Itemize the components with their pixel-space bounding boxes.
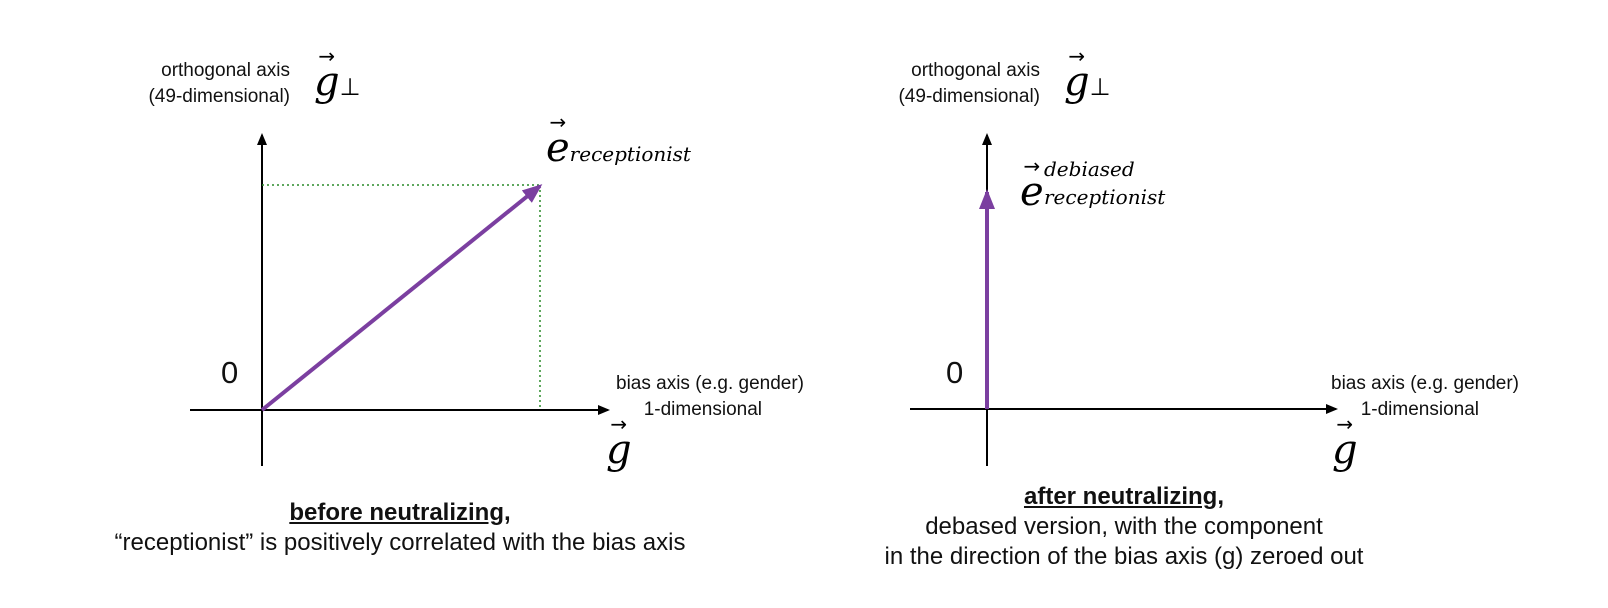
e-debiased-receptionist-label: → e debiased receptionist xyxy=(1020,154,1166,215)
e-receptionist-label: → ereceptionist xyxy=(546,110,691,171)
g-symbol: → g xyxy=(606,412,632,473)
after-neutralizing-panel: orthogonal axis (49-dimensional) → g⊥ → e … xyxy=(804,0,1608,608)
before-caption-text: “receptionist” is positively correlated … xyxy=(114,529,686,556)
after-caption-text-2: in the direction of the bias axis (g) ze… xyxy=(884,543,1364,570)
g-perp-symbol: → g⊥ xyxy=(314,44,361,105)
before-diagram xyxy=(190,133,610,466)
before-caption-heading: before neutralizing, xyxy=(289,499,511,526)
g-symbol: → g xyxy=(1332,412,1358,473)
origin-label: 0 xyxy=(221,355,239,390)
after-diagram xyxy=(910,133,1338,466)
after-caption-heading: after neutralizing, xyxy=(1023,483,1225,510)
x-axis-label: bias axis (e.g. gender) 1-dimensional xyxy=(1331,373,1519,420)
y-axis-label: orthogonal axis (49-dimensional) xyxy=(148,60,290,107)
after-caption: after neutralizing, debased version, wit… xyxy=(824,482,1424,572)
y-axis-label: orthogonal axis (49-dimensional) xyxy=(898,60,1040,107)
before-neutralizing-panel: orthogonal axis (49-dimensional) → g⊥ → er… xyxy=(40,44,804,558)
g-perp-symbol: → g⊥ xyxy=(1064,44,1111,105)
before-caption: before neutralizing, “receptionist” is p… xyxy=(40,498,760,558)
origin-label: 0 xyxy=(946,355,964,390)
receptionist-vector xyxy=(260,184,543,412)
x-axis-label: bias axis (e.g. gender) 1-dimensional xyxy=(616,373,804,420)
after-caption-text-1: debased version, with the component xyxy=(925,513,1323,540)
